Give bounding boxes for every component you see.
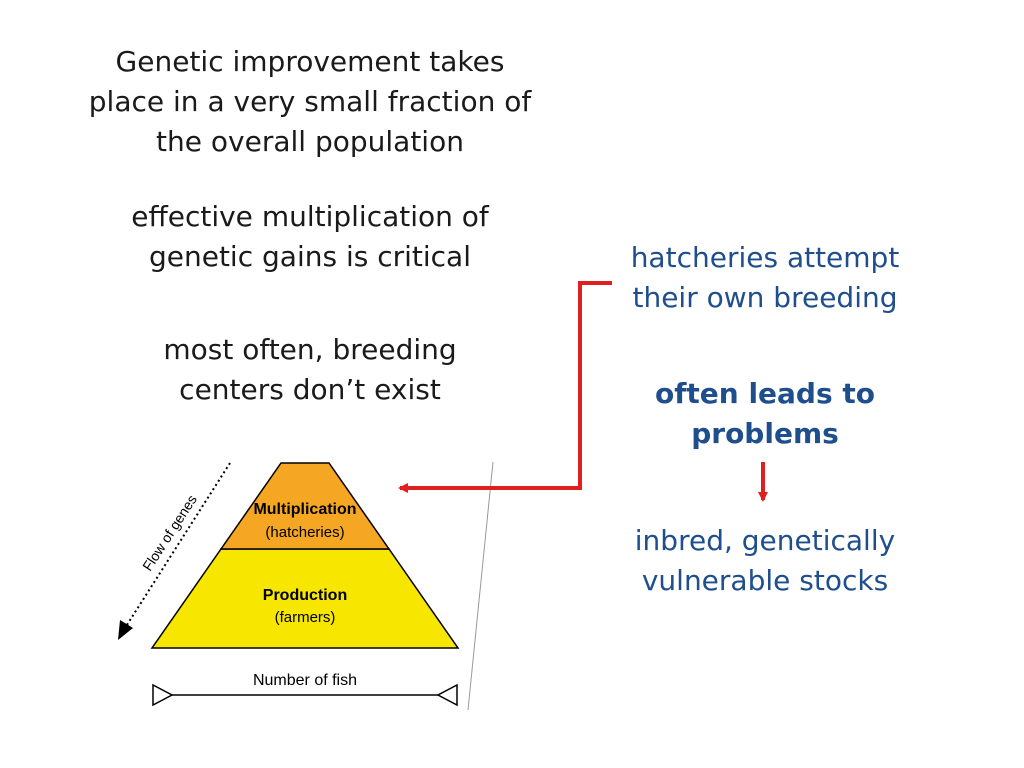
- statement-hatcheries-attempt: hatcheries attempt their own breeding: [605, 238, 925, 318]
- statement-often-leads-to-problems: often leads to problems: [620, 374, 910, 454]
- statement1-line1: Genetic improvement takes: [115, 45, 505, 78]
- outcome-line1: inbred, genetically: [634, 524, 896, 557]
- statement1-line2: place in a very small fraction of: [88, 85, 532, 118]
- hatcheries-line2: their own breeding: [632, 281, 898, 314]
- tier-bottom-title: Production: [263, 587, 347, 604]
- tier-top-title: Multiplication: [253, 501, 356, 518]
- outcome-line2: vulnerable stocks: [641, 564, 889, 597]
- statement-breeding-centers: most often, breeding centers don’t exist: [110, 330, 510, 410]
- statement-inbred-stocks: inbred, genetically vulnerable stocks: [610, 521, 920, 601]
- statement1-line3: the overall population: [156, 125, 464, 158]
- flow-of-genes-label: Flow of genes: [139, 492, 200, 574]
- problems-line1: often leads to: [654, 377, 876, 410]
- tier-top-subtitle: (hatcheries): [265, 524, 344, 541]
- problems-line2: problems: [691, 417, 839, 450]
- statement-genetic-improvement: Genetic improvement takes place in a ver…: [80, 42, 540, 162]
- statement2-line1: effective multiplication of: [131, 200, 489, 233]
- statement3-line1: most often, breeding: [163, 333, 457, 366]
- statement3-line2: centers don’t exist: [179, 373, 441, 406]
- hatcheries-connector-arrow: [398, 281, 612, 493]
- statement2-line2: genetic gains is critical: [148, 240, 471, 273]
- number-of-fish-label: Number of fish: [253, 672, 357, 689]
- axis-left-arrowhead-icon: [152, 683, 174, 707]
- divider-line: [467, 461, 494, 711]
- axis-right-arrowhead-icon: [436, 683, 458, 707]
- tier-bottom-subtitle: (farmers): [275, 609, 336, 626]
- statement-effective-multiplication: effective multiplication of genetic gain…: [90, 197, 530, 277]
- hatcheries-line1: hatcheries attempt: [630, 241, 900, 274]
- pyramid-tier-multiplication: [219, 462, 391, 550]
- flow-arrowhead-icon: [118, 620, 133, 640]
